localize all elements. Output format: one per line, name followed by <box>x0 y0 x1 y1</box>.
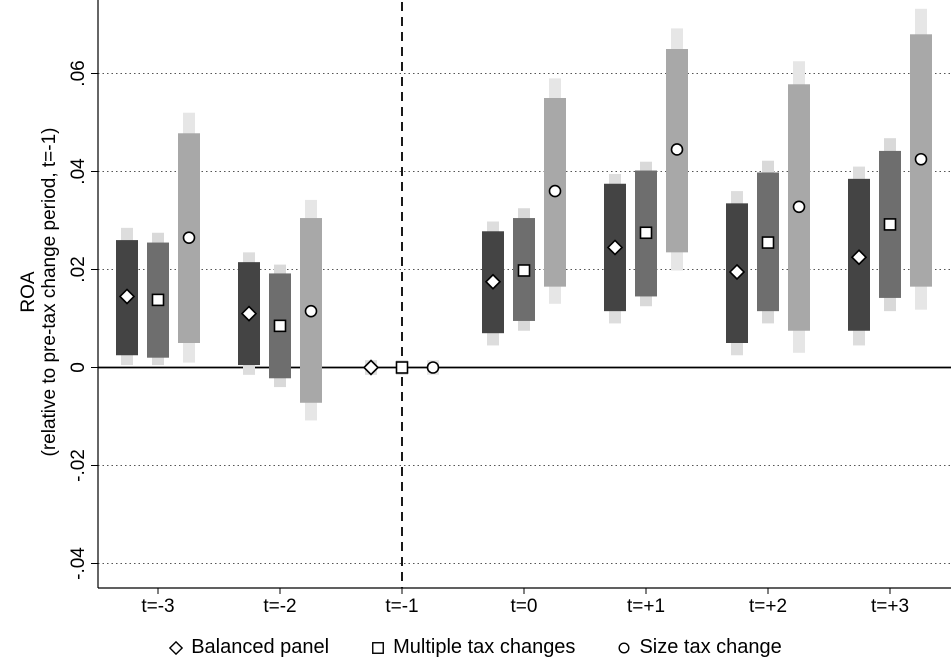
tick-labels: -.04 -.02 0 .02 .04 .06 t=-3 t=-2 t=-1 t=0 t=+1 t=+… <box>68 60 909 617</box>
y-tick-label: .06 <box>68 60 89 86</box>
x-tick-label: t=+2 <box>749 596 787 617</box>
circle-marker <box>792 200 806 214</box>
y-tick-label: 0 <box>68 362 89 373</box>
circle-marker <box>670 143 684 156</box>
diamond-icon <box>169 640 184 655</box>
legend-label-size: Size tax change <box>639 636 782 658</box>
y-tick-label: .04 <box>68 158 89 185</box>
x-tick-label: t=+3 <box>871 596 909 617</box>
square-marker <box>639 226 653 240</box>
legend-item-multiple: Multiple tax changes <box>371 636 575 659</box>
x-tick-label: t=+1 <box>627 596 665 617</box>
x-tick-label: t=-3 <box>141 596 174 617</box>
y-axis-title: ROA <box>18 271 39 313</box>
diamond-marker <box>850 249 868 266</box>
diamond-marker <box>728 263 746 281</box>
square-icon <box>372 641 385 654</box>
y-tick-label: .02 <box>68 256 89 282</box>
diamond-marker <box>240 305 258 322</box>
diamond-marker <box>362 359 380 376</box>
legend-item-balanced: Balanced panel <box>169 636 329 659</box>
square-marker <box>395 361 409 374</box>
legend-label-multiple: Multiple tax changes <box>393 636 576 658</box>
plot-marks <box>116 8 932 421</box>
square-marker <box>273 319 287 333</box>
diamond-marker <box>606 239 624 256</box>
y-axis-subtitle: (relative to pre-tax change period, t=-1… <box>39 128 60 457</box>
axes <box>91 0 951 594</box>
legend-item-size: Size tax change <box>617 636 782 659</box>
x-tick-label: t=-1 <box>385 596 418 617</box>
square-marker <box>761 236 775 249</box>
circle-marker <box>914 152 928 166</box>
square-marker <box>151 293 165 307</box>
legend: Balanced panel Multiple tax changes Size… <box>0 636 951 659</box>
y-tick-label: -.02 <box>68 449 89 482</box>
x-tick-label: t=-2 <box>263 596 296 617</box>
diamond-marker <box>118 288 136 305</box>
circle-marker <box>426 361 440 374</box>
circle-marker <box>182 231 196 244</box>
circle-marker <box>304 304 318 318</box>
circle-marker <box>548 184 562 198</box>
legend-label-balanced: Balanced panel <box>191 636 330 658</box>
circle-icon <box>618 641 630 654</box>
y-tick-label: -.04 <box>68 547 89 580</box>
square-marker <box>883 218 897 231</box>
diamond-marker <box>484 273 502 290</box>
square-marker <box>517 264 531 277</box>
x-tick-label: t=0 <box>511 596 538 617</box>
